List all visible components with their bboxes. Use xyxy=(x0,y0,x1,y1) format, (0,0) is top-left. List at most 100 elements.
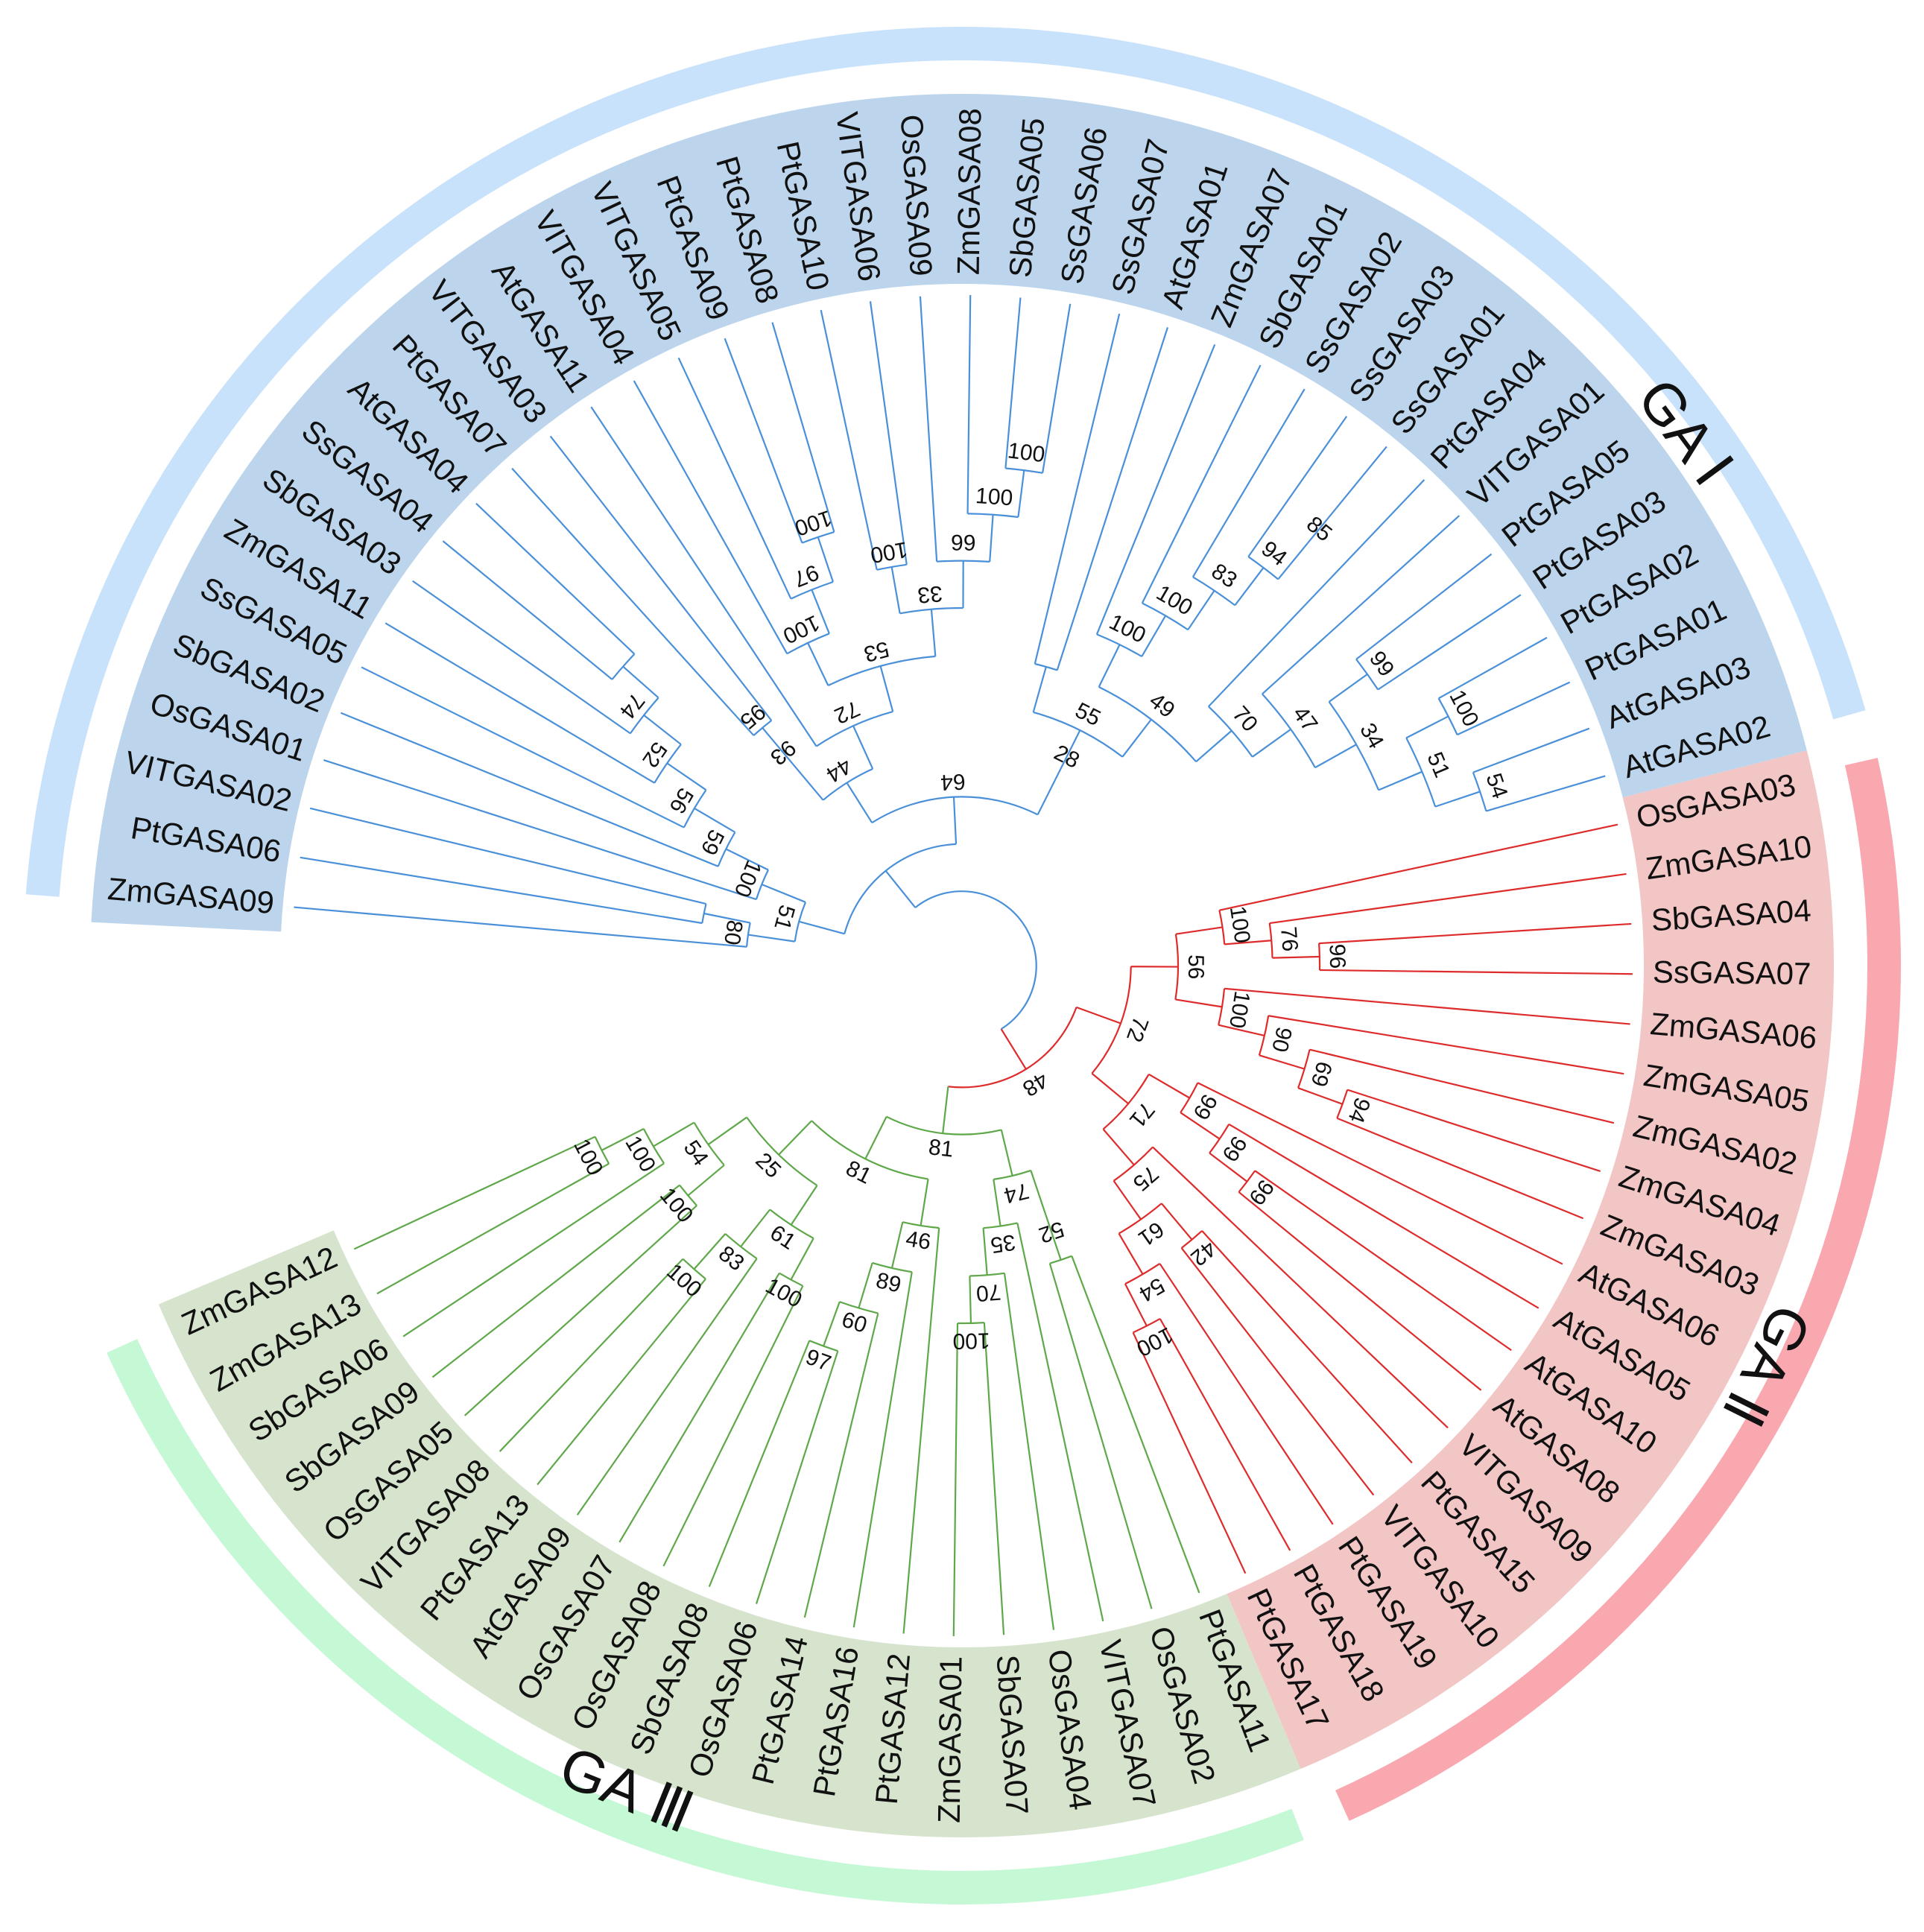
internal-branch xyxy=(1175,926,1223,935)
leaf-label: SsGASA07 xyxy=(1653,954,1811,992)
internal-branch xyxy=(1118,1232,1144,1275)
internal-branch xyxy=(1180,1112,1221,1140)
leaf-branch xyxy=(1048,1263,1153,1609)
clade-arc xyxy=(746,1116,818,1186)
clade-arc xyxy=(769,1209,814,1239)
internal-branch xyxy=(1218,1024,1265,1037)
internal-branch xyxy=(778,1120,812,1156)
leaf-branch xyxy=(294,906,747,948)
clade-arc xyxy=(1174,934,1180,1000)
clade-arc xyxy=(886,1115,1002,1136)
clade-arc xyxy=(1209,1124,1230,1154)
internal-branch xyxy=(989,514,994,563)
clade-arc xyxy=(1033,711,1123,758)
bootstrap-value: 100 xyxy=(1224,989,1254,1030)
leaf-branch xyxy=(618,1273,780,1543)
bootstrap-value: 100 xyxy=(952,1328,990,1353)
clade-arc xyxy=(871,796,1039,824)
internal-branch xyxy=(890,1221,904,1269)
internal-branch xyxy=(740,1209,771,1247)
leaf-branch xyxy=(1269,872,1627,925)
leaf-branch xyxy=(300,856,703,925)
bootstrap-value: 54 xyxy=(1481,770,1513,802)
bootstrap-value: 100 xyxy=(730,857,766,901)
bootstrap-value: 74 xyxy=(1001,1178,1031,1208)
bootstrap-value: 51 xyxy=(1422,749,1454,782)
bootstrap-value: 100 xyxy=(1133,1322,1177,1361)
bootstrap-value: 33 xyxy=(917,580,943,607)
internal-branch xyxy=(762,727,794,765)
bootstrap-value: 52 xyxy=(637,738,671,772)
internal-branch xyxy=(790,1238,814,1281)
leaf-branch xyxy=(1486,775,1606,812)
internal-branch xyxy=(1434,791,1481,808)
leaf-branch xyxy=(803,1313,879,1618)
bootstrap-value: 94 xyxy=(1343,1095,1374,1127)
internal-branch xyxy=(1030,1170,1047,1216)
internal-branch xyxy=(643,715,682,745)
bootstrap-value: 100 xyxy=(869,536,910,567)
leaf-branch xyxy=(708,1340,811,1588)
internal-branch xyxy=(890,566,901,614)
internal-branch xyxy=(852,725,874,770)
internal-branch xyxy=(1259,1054,1305,1070)
leaf-branch xyxy=(511,467,755,736)
internal-branch xyxy=(823,1301,841,1346)
bootstrap-value: 61 xyxy=(765,1220,800,1255)
tree-branches xyxy=(294,295,1633,1636)
leaf-branch xyxy=(1016,1223,1104,1622)
internal-branch xyxy=(694,807,735,833)
internal-branch xyxy=(703,912,750,924)
bootstrap-value: 74 xyxy=(615,688,650,723)
bootstrap-value: 80 xyxy=(719,919,747,947)
leaf-branch xyxy=(1254,1170,1512,1352)
internal-branch xyxy=(1121,718,1152,758)
internal-branch xyxy=(747,934,795,943)
clade-arc xyxy=(1049,1255,1072,1264)
leaf-branch xyxy=(983,1322,1005,1635)
leaf-branch xyxy=(1132,1331,1247,1574)
bootstrap-value: 100 xyxy=(762,1273,806,1313)
leaf-branch xyxy=(1355,553,1493,660)
bootstrap-value: 93 xyxy=(765,735,800,770)
internal-branch xyxy=(1000,1028,1027,1070)
leaf-branch xyxy=(1319,969,1633,975)
internal-branch xyxy=(885,870,917,908)
leaf-branch xyxy=(952,1323,959,1636)
leaf-branch xyxy=(869,301,908,565)
leaf-branch xyxy=(1159,1263,1334,1525)
leaf-branch xyxy=(771,322,835,533)
internal-branch xyxy=(1328,673,1368,703)
internal-branch xyxy=(942,1086,949,1134)
internal-branch xyxy=(864,1116,887,1159)
clade-arc xyxy=(1318,943,1321,971)
bootstrap-value: 85 xyxy=(1302,512,1337,547)
clade-arc xyxy=(815,711,893,747)
clade-arc xyxy=(1258,1016,1270,1056)
bootstrap-value: 95 xyxy=(735,699,770,734)
internal-branch xyxy=(1141,615,1167,657)
leaf-branch xyxy=(662,1285,804,1567)
bootstrap-value: 54 xyxy=(1135,1273,1168,1306)
internal-branch xyxy=(622,665,659,699)
bootstrap-value: 100 xyxy=(655,1183,697,1228)
leaf-branch xyxy=(442,540,613,680)
internal-branch xyxy=(792,763,824,801)
internal-branch xyxy=(969,1276,972,1323)
bootstrap-value: 83 xyxy=(714,1241,749,1276)
internal-branch xyxy=(1209,1152,1248,1182)
leaf-branch xyxy=(549,435,773,721)
leaf-branch xyxy=(1180,1247,1375,1496)
leaf-branch xyxy=(1438,636,1548,700)
bootstrap-value: 99 xyxy=(1188,1090,1221,1124)
bootstrap-value: 34 xyxy=(1355,719,1388,753)
leaf-branch xyxy=(309,807,706,905)
leaf-branch xyxy=(590,406,817,747)
clade-ring-g3 xyxy=(107,1339,1304,1904)
leaf-branch xyxy=(724,338,803,543)
internal-branch xyxy=(1272,955,1320,959)
leaf-branch xyxy=(1262,515,1461,695)
clade-arc xyxy=(1118,1203,1162,1235)
leaf-branch xyxy=(1457,681,1571,736)
